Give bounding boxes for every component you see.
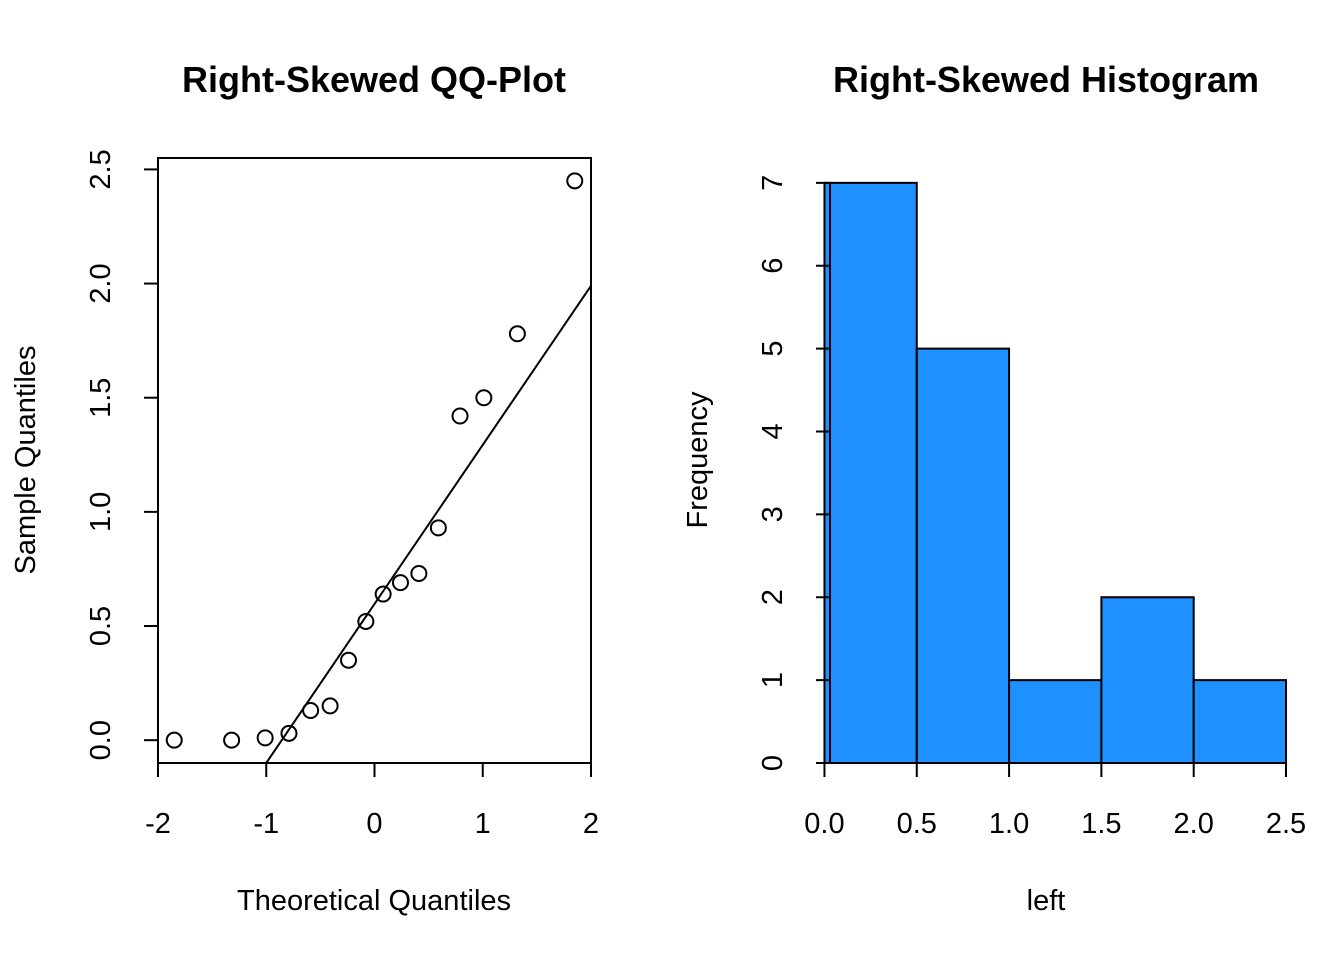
histogram-bar	[1192, 679, 1287, 764]
histogram-bar	[1008, 679, 1103, 764]
histogram-y-tick-label: 0	[757, 755, 789, 771]
qq-plot-panel: Right-Skewed QQ-Plot -2 -1 0 1 2 0.0 0.5 1.0 1.…	[10, 59, 599, 917]
qq-x-tick-label: -1	[253, 808, 279, 840]
histogram-title: Right-Skewed Histogram	[833, 59, 1259, 100]
histogram-y-tick-label: 4	[757, 423, 789, 439]
histogram-y-tick-label: 7	[757, 175, 789, 191]
histogram-y-axis: 0 1 2 3 4 5 6 7	[757, 175, 831, 771]
qq-point	[429, 519, 447, 537]
qq-plot-frame	[157, 157, 592, 764]
qq-plot-title: Right-Skewed QQ-Plot	[182, 59, 566, 100]
qq-x-tick-label: 1	[475, 808, 491, 840]
qq-point	[302, 701, 320, 719]
qq-point	[165, 731, 183, 749]
histogram-y-tick-label: 3	[757, 506, 789, 522]
qq-x-tick-label: -2	[145, 808, 171, 840]
qq-point	[475, 389, 493, 407]
qq-point	[256, 729, 274, 747]
qq-x-tick-label: 0	[366, 808, 382, 840]
qq-point	[374, 585, 392, 603]
histogram-y-axis-label: Frequency	[682, 391, 714, 529]
histogram-y-tick-label: 1	[757, 672, 789, 688]
qq-point	[508, 325, 526, 343]
qq-y-tick-label: 0.5	[85, 606, 117, 646]
histogram-bar	[915, 347, 1011, 764]
histogram-x-tick-label: 2.5	[1266, 808, 1306, 840]
qq-x-axis-label: Theoretical Quantiles	[237, 885, 511, 917]
qq-reference-line	[265, 285, 592, 764]
qq-point	[223, 731, 241, 749]
histogram-x-tick-label: 0.5	[897, 808, 937, 840]
qq-x-axis: -2 -1 0 1 2	[145, 762, 599, 840]
histogram-y-tick-label: 2	[757, 589, 789, 605]
qq-y-axis-label: Sample Quantiles	[10, 346, 42, 575]
qq-y-tick-label: 2.5	[85, 149, 117, 189]
qq-point	[280, 724, 298, 742]
qq-y-tick-label: 0.0	[85, 720, 117, 760]
qq-point	[410, 565, 428, 583]
qq-y-axis: 0.0 0.5 1.0 1.5 2.0 2.5	[85, 149, 159, 760]
histogram-y-tick-label: 6	[757, 258, 789, 274]
qq-point	[451, 407, 469, 425]
qq-y-tick-label: 1.0	[85, 492, 117, 532]
qq-point	[357, 612, 375, 630]
histogram-x-tick-label: 1.0	[989, 808, 1029, 840]
qq-point	[391, 574, 409, 592]
histogram-panel: Right-Skewed Histogram 0.0 0.5 1.0 1.5 2.0 2.…	[682, 59, 1306, 917]
qq-point	[321, 697, 339, 715]
histogram-x-axis: 0.0 0.5 1.0 1.5 2.0 2.5	[804, 762, 1306, 840]
histogram-x-axis-label: left	[1027, 885, 1066, 917]
qq-point	[340, 651, 358, 669]
histogram-x-tick-label: 0.0	[804, 808, 844, 840]
histogram-bar	[823, 181, 918, 764]
qq-points	[165, 172, 584, 749]
qq-x-tick-label: 2	[583, 808, 599, 840]
histogram-bars	[823, 181, 1287, 764]
histogram-bar	[1100, 596, 1195, 764]
histogram-y-tick-label: 5	[757, 341, 789, 357]
qq-point	[566, 172, 584, 190]
qq-y-tick-label: 1.5	[85, 378, 117, 418]
qq-y-tick-label: 2.0	[85, 263, 117, 303]
histogram-x-tick-label: 1.5	[1081, 808, 1121, 840]
histogram-x-tick-label: 2.0	[1174, 808, 1214, 840]
